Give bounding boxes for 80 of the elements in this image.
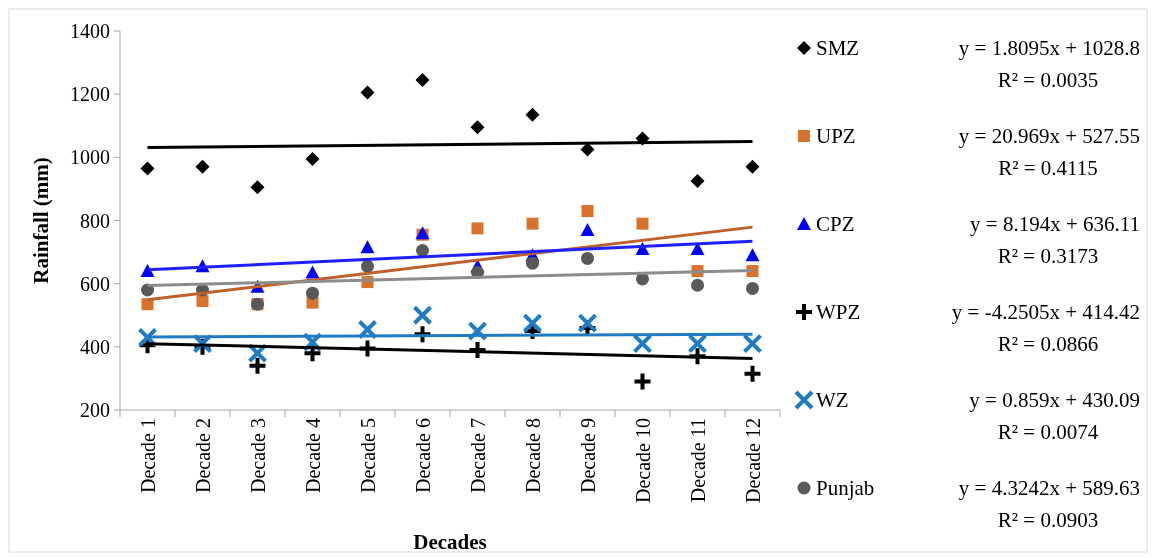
point [690,174,705,189]
point [581,205,594,218]
legend-label: UPZ [816,124,856,149]
x-tick-label: Decade 7 [466,418,489,493]
x-tick-label: Decade 2 [191,418,214,493]
point [467,321,488,342]
point [302,343,323,364]
point [305,265,320,279]
point [691,278,704,292]
x-tick-label: Decade 11 [686,418,709,503]
text: R² = 0.4115 [998,156,1098,181]
legend-label: WZ [816,388,849,413]
point [580,222,595,236]
legend-label: WPZ [816,300,861,325]
text: y = 20.969x + 527.55 [958,124,1140,149]
y-tick-label: 1200 [70,83,110,106]
point [360,240,375,254]
point [196,295,209,308]
text: R² = 0.0035 [997,68,1099,93]
point [250,180,265,195]
point [416,244,429,257]
y-tick-label: 200 [80,399,110,421]
x-axis-title: Decades [413,530,487,554]
point [632,371,653,392]
x-tick-label: Decade 12 [741,418,764,503]
text: y = 0.859x + 430.09 [969,388,1140,413]
point [580,142,595,157]
point [357,338,378,359]
point [745,159,760,174]
legend-label: Punjab [816,476,875,501]
point [357,319,378,340]
point [412,305,433,326]
y-tick-label: 1000 [70,146,110,169]
point [687,346,708,367]
point [746,281,759,295]
point [581,251,594,265]
point [526,217,539,230]
point [522,313,543,334]
point [687,333,708,354]
y-tick-label: 1400 [70,20,110,42]
text: y = 8.194x + 636.11 [970,212,1140,237]
y-tick-label: 800 [80,209,110,232]
x-tick-label: Decade 8 [521,418,544,493]
point [195,159,210,174]
y-axis-title: Rainfall (mm) [29,157,53,284]
text: R² = 0.3173 [997,244,1099,269]
text: R² = 0.0074 [997,420,1099,445]
point [525,107,540,122]
point [742,363,763,384]
point [470,120,485,135]
point [305,151,320,166]
x-tick-label: Decade 9 [576,418,599,493]
point [742,333,763,354]
text: R² = 0.0903 [997,508,1099,533]
text: y = 4.3242x + 589.63 [958,476,1140,501]
legend-label: CPZ [816,212,855,237]
point [526,256,539,270]
point [471,222,484,235]
y-tick-label: 600 [80,272,110,295]
y-tick-label: 400 [80,335,110,358]
text: R² = 0.0866 [997,332,1099,357]
point [247,355,268,376]
x-tick-label: Decade 1 [136,418,159,493]
text: y = -4.2505x + 414.42 [951,300,1140,325]
point [306,286,319,300]
x-tick-label: Decade 6 [411,418,434,493]
x-tick-label: Decade 3 [246,418,269,493]
legend-label: SMZ [816,36,860,61]
point [745,248,760,262]
point [361,259,374,273]
point [415,72,430,87]
text: y = 1.8095x + 1028.8 [958,36,1140,61]
x-tick-label: Decade 10 [631,418,654,503]
point [636,217,649,230]
x-tick-label: Decade 5 [356,418,379,493]
point [140,161,155,176]
point [467,339,488,360]
point [360,85,375,100]
point [632,333,653,354]
x-tick-label: Decade 4 [301,418,324,493]
